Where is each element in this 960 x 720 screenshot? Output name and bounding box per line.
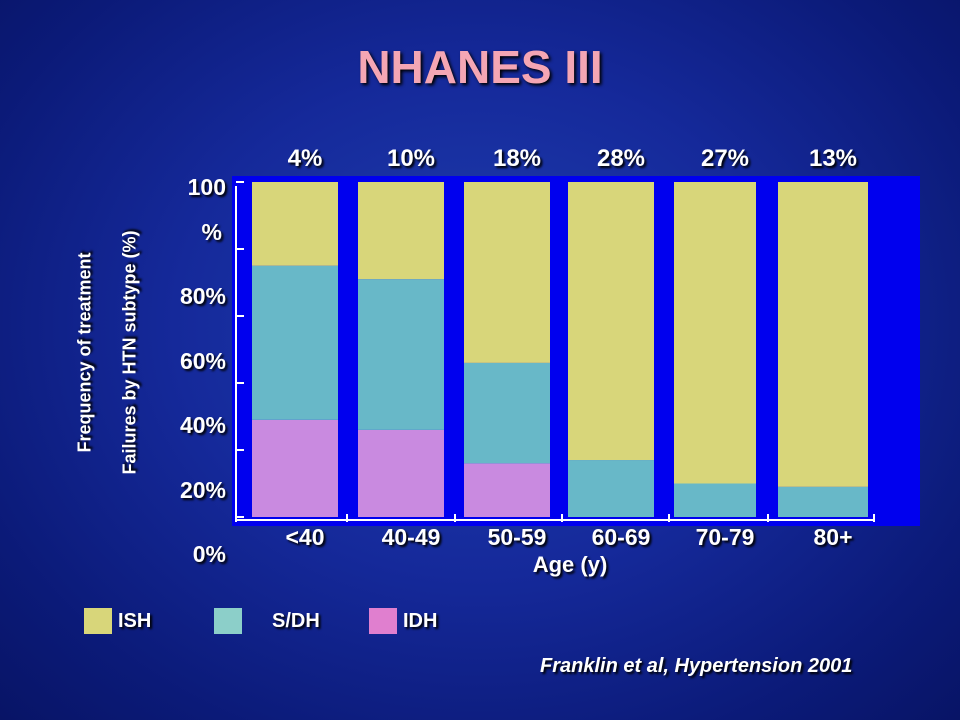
bar-segment-ish-5 — [778, 182, 868, 487]
bar-segment-idh-1 — [358, 429, 444, 517]
x-tick-label-1: 40-49 — [382, 524, 441, 550]
bar-segment-sdh-1 — [358, 279, 444, 430]
top-label-1: 10% — [387, 145, 435, 172]
bar-segment-sdh-4 — [674, 483, 756, 517]
x-tick-label-5: 80+ — [813, 524, 852, 550]
bar-segment-ish-1 — [358, 182, 444, 280]
legend-swatch-sdh — [214, 608, 242, 634]
y-tick-label-2: 40% — [180, 412, 226, 438]
bar-segment-idh-2 — [464, 463, 550, 517]
top-label-3: 28% — [597, 145, 645, 172]
bar-segment-ish-4 — [674, 182, 756, 484]
y-tick-label-6: % — [202, 219, 222, 245]
y-tick-label-3: 60% — [180, 348, 226, 374]
top-label-5: 13% — [809, 145, 857, 172]
legend-label-idh: IDH — [403, 610, 438, 632]
x-tick-label-4: 70-79 — [696, 524, 755, 550]
y-tick-label-0: 0% — [193, 541, 226, 567]
bar-segment-sdh-3 — [568, 460, 654, 517]
bar-segment-sdh-0 — [252, 265, 338, 420]
y-tick-label-5: 100 — [188, 174, 226, 200]
legend-label-sdh: S/DH — [272, 610, 320, 632]
top-label-2: 18% — [493, 145, 541, 172]
y-axis-label-line-2: Failures by HTN subtype (%) — [119, 229, 140, 475]
y-axis-label-line-1: Frequency of treatment — [74, 251, 95, 453]
citation: Franklin et al, Hypertension 2001 — [540, 655, 853, 677]
bar-segment-sdh-5 — [778, 486, 868, 517]
legend-label-ish: ISH — [118, 610, 152, 632]
bar-segment-sdh-2 — [464, 362, 550, 464]
bar-segment-ish-2 — [464, 182, 550, 363]
bar-segment-idh-0 — [252, 419, 338, 517]
x-axis-title: Age (y) — [532, 552, 608, 577]
legend-swatch-idh — [369, 608, 397, 634]
top-label-4: 27% — [701, 145, 749, 172]
bar-segment-ish-0 — [252, 182, 338, 266]
slide-title: NHANES III — [357, 41, 603, 93]
y-tick-label-1: 20% — [180, 477, 226, 503]
top-label-0: 4% — [288, 145, 323, 172]
bar-segment-ish-3 — [568, 182, 654, 461]
y-tick-label-4: 80% — [180, 283, 226, 309]
x-tick-label-3: 60-69 — [592, 524, 651, 550]
x-tick-label-0: <40 — [285, 524, 324, 550]
x-tick-label-2: 50-59 — [488, 524, 547, 550]
legend-swatch-ish — [84, 608, 112, 634]
